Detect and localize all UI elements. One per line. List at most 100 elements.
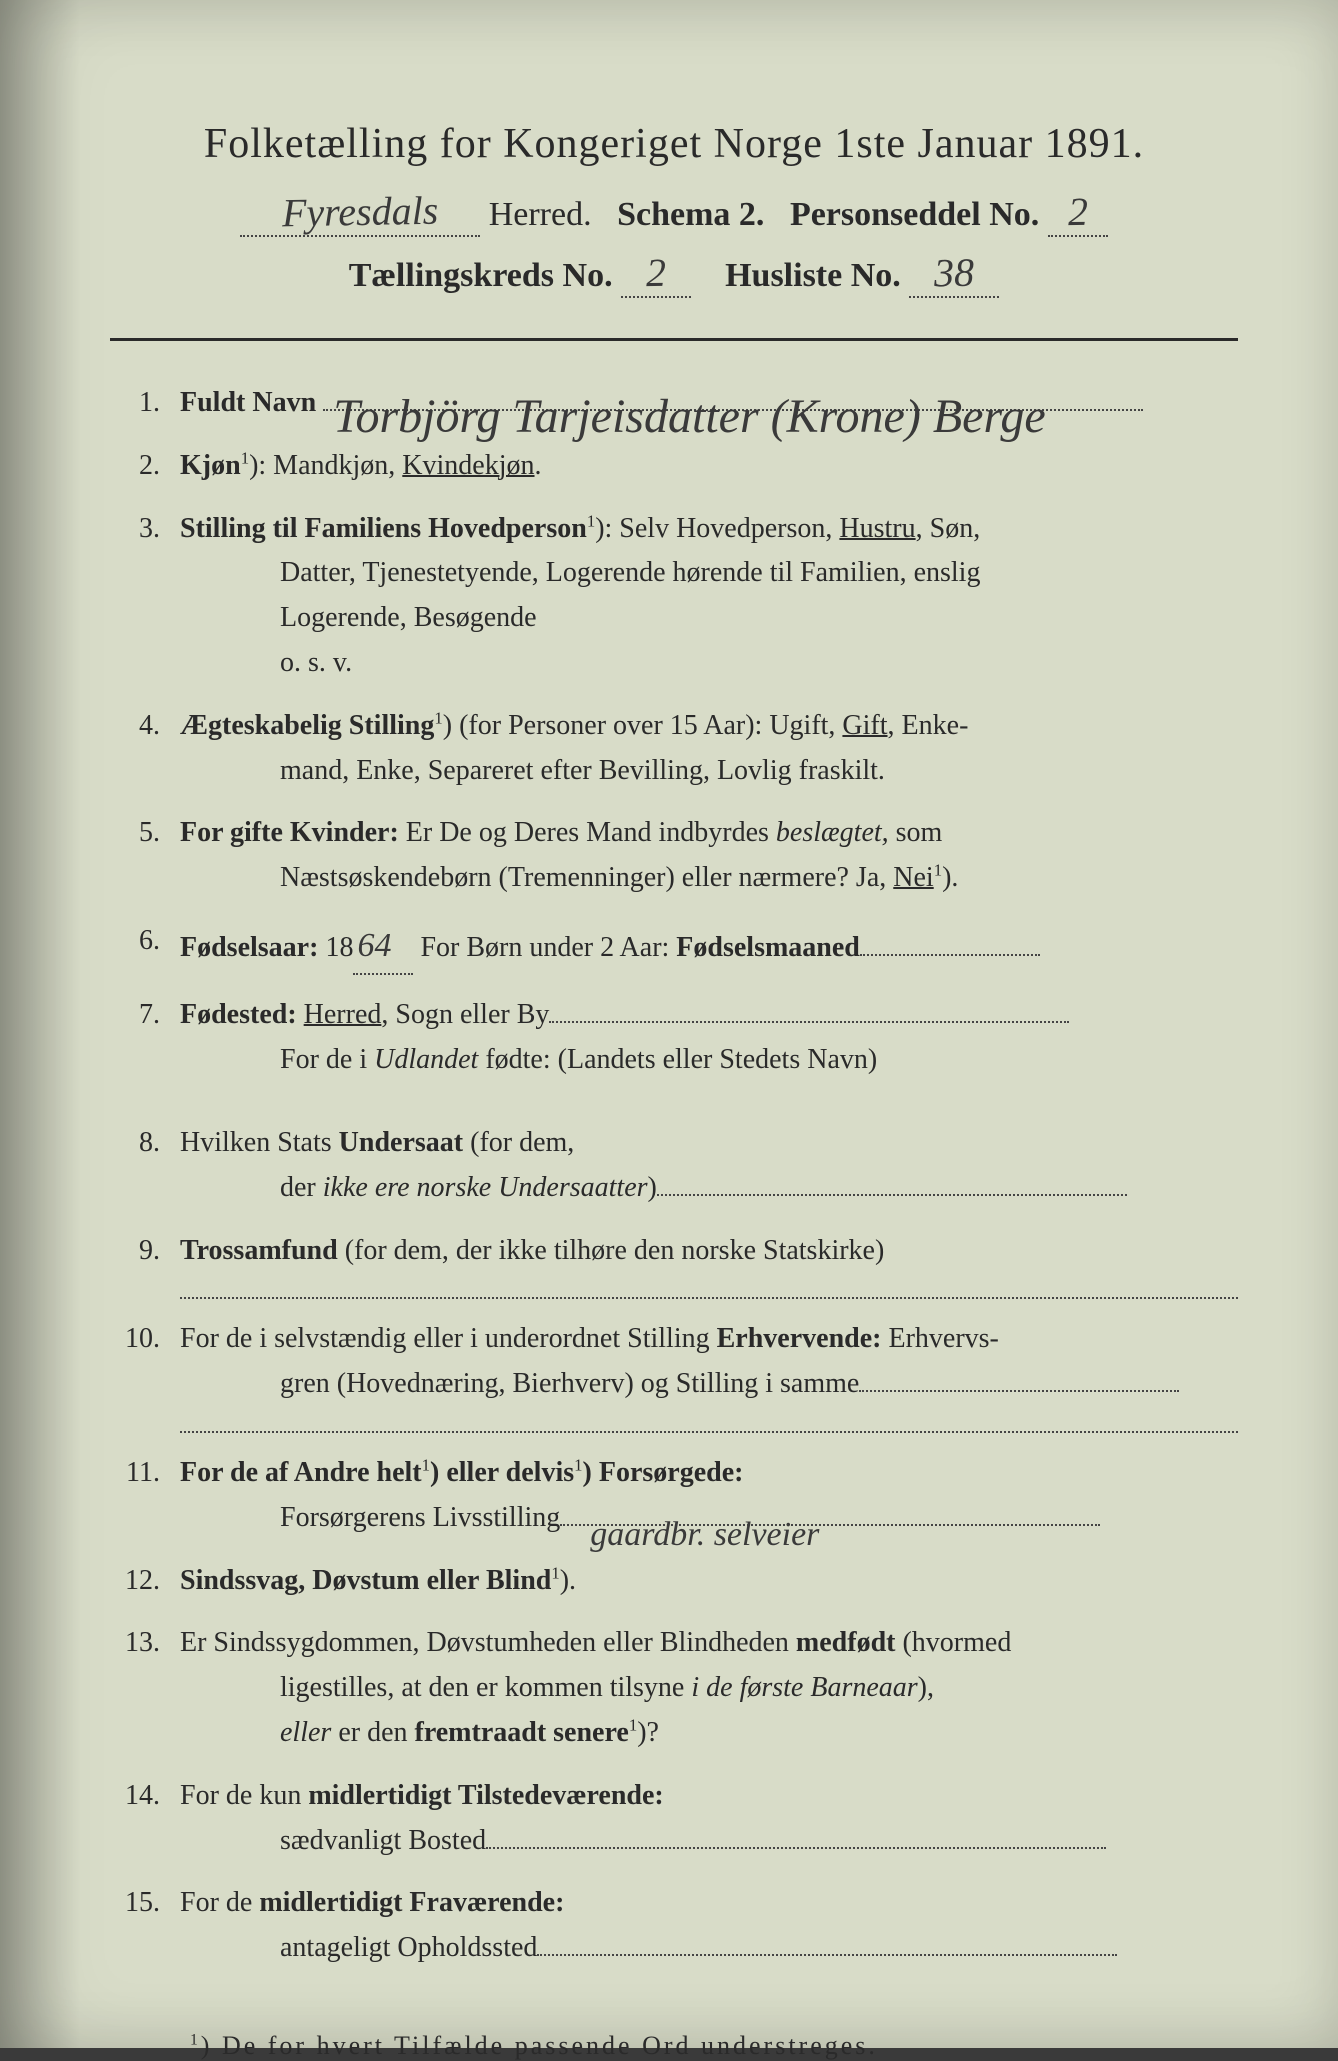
row-15: 15. For de midlertidigt Fraværende: anta…	[120, 1881, 1238, 1971]
row-num: 12.	[120, 1559, 180, 1604]
label: ) Forsørgede:	[583, 1457, 744, 1488]
label: Kjøn	[180, 450, 241, 481]
footnote: 1) De for hvert Tilfælde passende Ord un…	[110, 2031, 1238, 2061]
italic: Udlandet	[374, 1044, 478, 1075]
row-num: 11.	[120, 1451, 180, 1541]
line2label: Forsørgerens Livsstilling	[280, 1502, 560, 1533]
text: For de kun	[180, 1780, 308, 1811]
text: som	[889, 817, 943, 848]
line3a: eller	[280, 1717, 331, 1748]
row-9: 9. Trossamfund (for dem, der ikke tilhør…	[120, 1229, 1238, 1300]
sup: 1	[551, 1563, 559, 1582]
line2: antageligt Opholdssted	[280, 1932, 537, 1963]
sup: 1	[934, 861, 942, 880]
footnote-sup: 1	[190, 2031, 201, 2048]
sup: 1	[629, 1716, 637, 1735]
text: Er De og Deres Mand indbyrdes	[399, 817, 776, 848]
footnote-text: ) De for hvert Tilfælde passende Ord und…	[201, 2031, 878, 2060]
field-name-value: Torbjörg Tarjeisdatter (Krone) Berge	[333, 379, 1046, 456]
selected: Herred	[304, 999, 382, 1030]
row-3: 3. Stilling til Familiens Hovedperson1):…	[120, 507, 1238, 686]
text: Er Sindssygdommen, Døvstumheden eller Bl…	[180, 1627, 796, 1658]
blank	[657, 1194, 1127, 1196]
sup: 1	[241, 448, 249, 467]
line2b: )	[648, 1172, 657, 1203]
row-num: 5.	[120, 811, 180, 901]
census-form-page: Folketælling for Kongeriget Norge 1ste J…	[0, 0, 1338, 2048]
text: (hvormed	[895, 1627, 1011, 1658]
text: (for dem,	[463, 1127, 574, 1158]
taellingskreds-label: Tællingskreds No.	[349, 257, 613, 294]
line2b: fødte: (Landets eller Stedets Navn)	[478, 1044, 877, 1075]
personseddel-no: 2	[1067, 188, 1088, 235]
line2a: ligestilles, at den er kommen tilsyne	[280, 1672, 691, 1703]
row-8: 8. Hvilken Stats Undersaat (for dem, der…	[120, 1121, 1238, 1211]
row-12: 12. Sindssvag, Døvstum eller Blind1).	[120, 1559, 1238, 1604]
line2a: For de i	[280, 1044, 374, 1075]
row-10: 10. For de i selvstændig eller i underor…	[120, 1317, 1238, 1433]
text: (for dem, der ikke tilhøre den norske St…	[338, 1235, 885, 1266]
year-value: 64	[353, 919, 413, 975]
label: Ægteskabelig Stilling	[180, 710, 434, 741]
blank-line	[180, 1279, 1238, 1299]
provider-value: gaardbr. selveier	[590, 1508, 819, 1562]
italic: beslægtet,	[776, 817, 889, 848]
italic: ikke ere norske Undersaatter	[323, 1172, 648, 1203]
text: , Sogn eller By	[381, 999, 549, 1030]
line2: Datter, Tjenestetyende, Logerende hørend…	[180, 551, 1238, 596]
selected: Hustru	[839, 513, 915, 544]
label: midlertidigt Tilstedeværende:	[308, 1780, 663, 1811]
label: Fødselsaar:	[180, 932, 318, 963]
label: Sindssvag, Døvstum eller Blind	[180, 1565, 551, 1596]
blank-line	[180, 1413, 1238, 1433]
blank	[860, 954, 1040, 956]
label: Fuldt Navn	[180, 387, 316, 418]
taellingskreds-no: 2	[646, 249, 667, 296]
text: For Børn under 2 Aar:	[413, 932, 676, 963]
row-6: 6. Fødselsaar: 1864 For Børn under 2 Aar…	[120, 919, 1238, 975]
italic: i de første Barneaar	[691, 1672, 917, 1703]
label: ) eller delvis	[430, 1457, 574, 1488]
line3b: er den	[331, 1717, 414, 1748]
label: For de af Andre helt	[180, 1457, 422, 1488]
sup: 1	[434, 708, 442, 727]
row-13: 13. Er Sindssygdommen, Døvstumheden elle…	[120, 1621, 1238, 1755]
row-14: 14. For de kun midlertidigt Tilstedevære…	[120, 1774, 1238, 1864]
text: Hvilken Stats	[180, 1127, 339, 1158]
header-line-3: Tællingskreds No. 2 Husliste No. 38	[110, 249, 1238, 298]
text: For de i selvstændig eller i underordnet…	[180, 1323, 717, 1354]
line2b: ).	[942, 862, 958, 893]
header-line-2: Fyresdals Herred. Schema 2. Personseddel…	[110, 188, 1238, 237]
label: Undersaat	[339, 1127, 463, 1158]
herred-label: Herred.	[489, 196, 592, 233]
personseddel-label: Personseddel No.	[790, 196, 1039, 233]
line2: gren (Hovednæring, Bierhverv) og Stillin…	[280, 1368, 859, 1399]
label: midlertidigt Fraværende:	[259, 1887, 564, 1918]
sup: 1	[587, 511, 595, 530]
husliste-label: Husliste No.	[725, 257, 901, 294]
line2: sædvanligt Bosted	[280, 1825, 486, 1856]
text: Erhvervs-	[881, 1323, 998, 1354]
row-1: 1. Fuldt Navn Torbjörg Tarjeisdatter (Kr…	[120, 381, 1238, 426]
text: , Enke-	[888, 710, 969, 741]
row-num: 3.	[120, 507, 180, 686]
row-num: 10.	[120, 1317, 180, 1433]
sup: 1	[574, 1456, 582, 1475]
label2: fremtraadt senere	[415, 1717, 629, 1748]
selected: Nei	[893, 862, 933, 893]
husliste-no: 38	[934, 249, 975, 297]
row-num: 13.	[120, 1621, 180, 1755]
line2a: der	[280, 1172, 323, 1203]
row-num: 2.	[120, 444, 180, 489]
line2a: Næstsøskendebørn (Tremenninger) eller næ…	[280, 862, 893, 893]
blank	[859, 1390, 1179, 1392]
text: , Søn,	[916, 513, 981, 544]
label2: Fødselsmaaned	[676, 932, 860, 963]
row-num: 1.	[120, 381, 180, 426]
row-num: 15.	[120, 1881, 180, 1971]
line3: Logerende, Besøgende	[180, 596, 1238, 641]
text: ).	[560, 1565, 576, 1596]
line4: o. s. v.	[180, 641, 1238, 686]
text: ) (for Personer over 15 Aar): Ugift,	[443, 710, 843, 741]
row-num: 4.	[120, 704, 180, 794]
